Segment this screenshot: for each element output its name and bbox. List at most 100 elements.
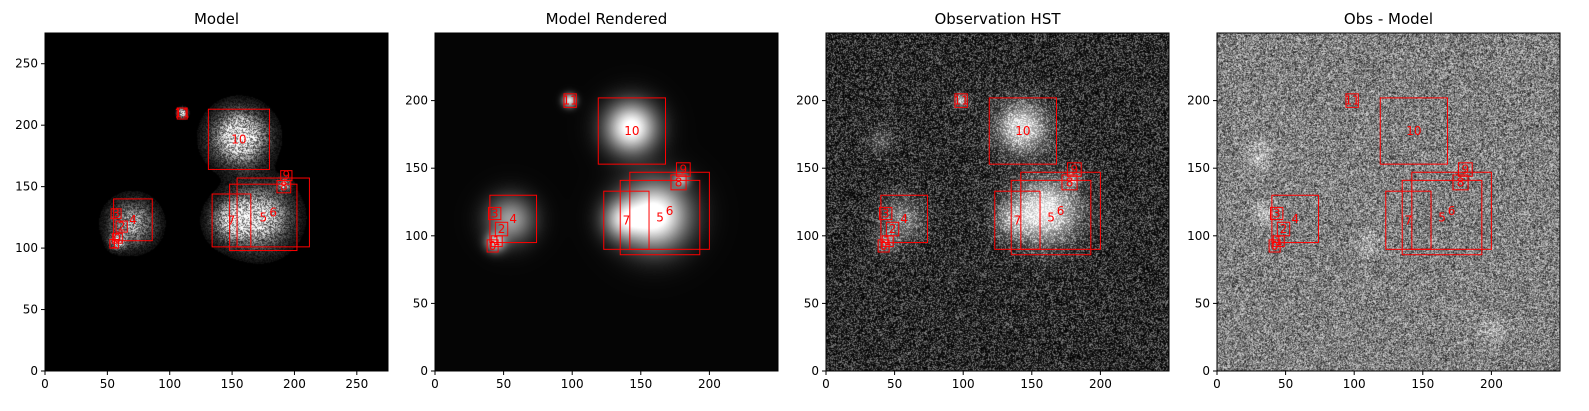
x-tick-label: 200 [1089, 377, 1112, 391]
axes-frame [44, 32, 389, 372]
source-label: 7 [228, 213, 236, 227]
source-box [1010, 179, 1092, 256]
source-box [111, 232, 123, 244]
x-tick-label: 0 [822, 377, 830, 391]
source-box [229, 183, 298, 252]
source-label: 8 [1066, 175, 1074, 189]
y-tick-label: 50 [1195, 296, 1210, 310]
x-tick-label: 50 [1278, 377, 1293, 391]
source-label: 11 [175, 107, 190, 121]
y-tick-label: 50 [804, 296, 819, 310]
source-label: 4 [900, 212, 908, 226]
source-label: 0 [1271, 239, 1279, 253]
source-label: 5 [1047, 211, 1055, 225]
source-label: 8 [675, 175, 683, 189]
source-label: 6 [666, 204, 674, 218]
source-label: 8 [1457, 175, 1465, 189]
panel-title: Model [194, 10, 239, 28]
x-tick-label: 250 [345, 377, 368, 391]
y-tick-label: 150 [15, 180, 38, 194]
source-box [1411, 171, 1492, 250]
source-box [489, 194, 538, 244]
x-tick-label: 50 [887, 377, 902, 391]
source-label: 11 [1345, 94, 1360, 108]
source-box [619, 179, 701, 256]
source-label: 1 [884, 234, 892, 248]
y-tick-label: 100 [1187, 229, 1210, 243]
source-box [880, 194, 929, 244]
source-label: 6 [1057, 204, 1065, 218]
y-tick-label: 200 [15, 118, 38, 132]
source-box [115, 220, 128, 233]
source-box [1066, 162, 1082, 177]
source-label: 9 [283, 169, 291, 183]
source-box [1452, 174, 1469, 191]
source-box [603, 190, 650, 250]
source-box [1061, 174, 1078, 191]
source-box [280, 170, 293, 181]
x-tick-label: 150 [1020, 377, 1043, 391]
source-box [885, 221, 900, 237]
source-label: 5 [259, 210, 267, 224]
x-tick-label: 0 [41, 377, 49, 391]
x-tick-label: 100 [1343, 377, 1366, 391]
source-box [563, 93, 577, 108]
x-tick-label: 100 [158, 377, 181, 391]
source-box [879, 206, 893, 221]
source-label: 2 [118, 220, 126, 234]
source-label: 1 [493, 234, 501, 248]
y-tick-label: 150 [405, 161, 428, 175]
source-box [1276, 221, 1291, 237]
source-box [1345, 93, 1359, 108]
source-label: 10 [231, 132, 246, 146]
axes-frame [434, 32, 779, 372]
source-box [988, 97, 1057, 165]
x-tick-label: 150 [629, 377, 652, 391]
source-label: 10 [1406, 124, 1421, 138]
panel-image [45, 33, 388, 371]
source-label: 7 [1405, 213, 1413, 227]
source-label: 9 [680, 163, 688, 177]
source-label: 7 [1014, 213, 1022, 227]
source-label: 0 [489, 239, 497, 253]
source-box [1270, 206, 1284, 221]
source-label: 3 [112, 207, 120, 221]
y-tick-label: 100 [15, 241, 38, 255]
source-box [1020, 171, 1101, 250]
source-label: 3 [491, 206, 499, 220]
y-tick-label: 50 [413, 296, 428, 310]
source-box [1401, 179, 1483, 256]
source-label: 2 [498, 222, 506, 236]
x-tick-label: 0 [1213, 377, 1221, 391]
x-tick-label: 150 [221, 377, 244, 391]
source-box [954, 93, 968, 108]
source-label: 9 [1462, 163, 1470, 177]
x-tick-label: 50 [496, 377, 511, 391]
source-label: 4 [1291, 212, 1299, 226]
source-label: 9 [1071, 163, 1079, 177]
panel-image [826, 33, 1169, 371]
y-tick-label: 200 [405, 94, 428, 108]
x-tick-label: 50 [100, 377, 115, 391]
y-tick-label: 200 [1187, 94, 1210, 108]
source-box [486, 239, 499, 253]
source-box [1457, 162, 1473, 177]
x-tick-label: 100 [952, 377, 975, 391]
source-box [877, 239, 890, 253]
source-box [494, 221, 509, 237]
y-tick-label: 0 [811, 364, 819, 378]
source-box [113, 198, 153, 242]
source-box [629, 171, 710, 250]
source-label: 7 [623, 213, 631, 227]
source-box [109, 238, 120, 249]
y-tick-label: 0 [30, 364, 38, 378]
y-tick-label: 150 [1187, 161, 1210, 175]
panel-title: Obs - Model [1344, 10, 1433, 28]
source-label: 11 [563, 94, 578, 108]
source-label: 5 [656, 211, 664, 225]
source-box [1268, 239, 1281, 253]
